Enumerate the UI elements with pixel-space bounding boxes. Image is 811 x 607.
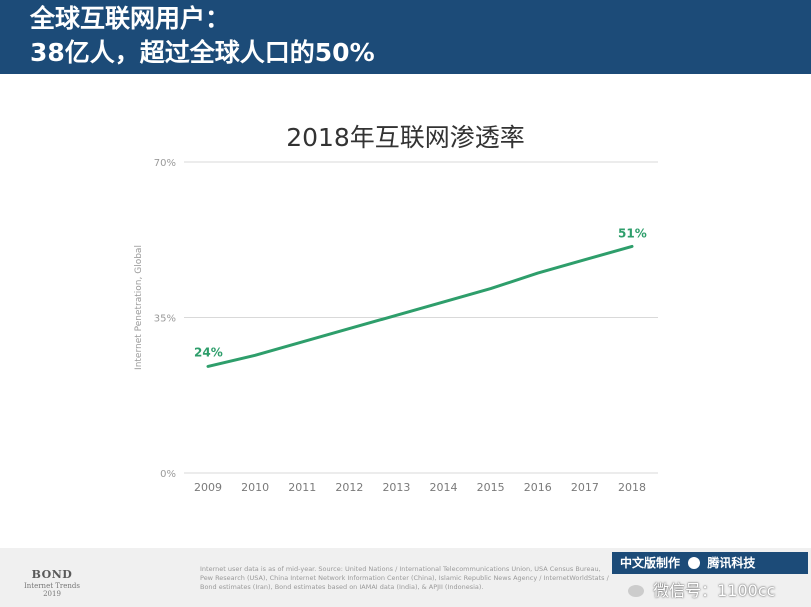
- line-chart: 0% 35% 70% Internet Penetration, Global 2009…: [134, 158, 658, 494]
- chart-title: 2018年互联网渗透率: [286, 123, 525, 152]
- x-tick-label: 2017: [571, 481, 599, 494]
- x-tick-label: 2012: [335, 481, 363, 494]
- x-tick-label: 2010: [241, 481, 269, 494]
- tencent-logo-icon: [688, 557, 701, 569]
- headline-line-1: 全球互联网用户：: [30, 4, 231, 33]
- x-tick-label: 2009: [194, 481, 222, 494]
- x-tick-label: 2018: [618, 481, 646, 494]
- bond-logo: BOND Internet Trends 2019: [12, 568, 92, 598]
- y-tick-label: 0%: [160, 469, 176, 480]
- x-tick-label: 2016: [524, 481, 552, 494]
- series-line: [206, 244, 634, 368]
- wechat-id: 微信号：1100cc: [653, 581, 776, 600]
- bond-logo-sub: Internet Trends: [23, 582, 80, 590]
- bond-logo-main: BOND: [31, 568, 73, 581]
- source-note: Internet user data is as of mid-year. So…: [200, 565, 609, 591]
- badge-text: 中文版制作: [620, 556, 681, 570]
- data-label-last: 51%: [618, 226, 647, 240]
- x-tick-label: 2015: [477, 481, 505, 494]
- y-tick-label: 35%: [154, 314, 176, 325]
- y-axis-label: Internet Penetration, Global: [134, 245, 144, 370]
- wechat-icon: [628, 585, 644, 597]
- bond-logo-year: 2019: [43, 590, 61, 598]
- x-tick-label: 2014: [430, 481, 458, 494]
- header-banner: 全球互联网用户： 38亿人，超过全球人口的50%: [0, 0, 811, 74]
- badge-brand: 腾讯科技: [707, 556, 756, 570]
- data-label-first: 24%: [194, 345, 223, 359]
- x-tick-label: 2013: [382, 481, 410, 494]
- headline-line-2: 38亿人，超过全球人口的50%: [30, 38, 375, 67]
- translation-badge: 中文版制作 腾讯科技: [612, 552, 808, 574]
- y-tick-label: 70%: [154, 158, 176, 169]
- wechat-watermark: 微信号：1100cc: [628, 579, 808, 603]
- x-tick-label: 2011: [288, 481, 316, 494]
